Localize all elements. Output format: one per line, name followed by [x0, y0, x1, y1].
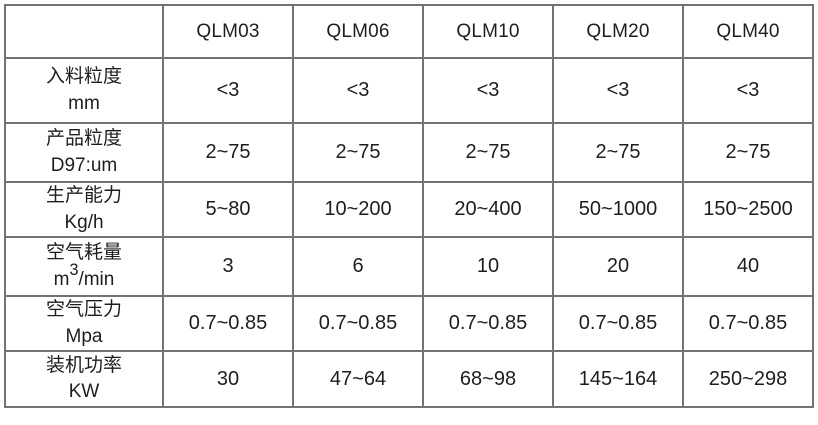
value-production-capacity-qlm03: 5~80: [162, 180, 294, 239]
unit-superscript: 3: [69, 260, 79, 279]
value-installed-power-qlm03: 30: [162, 350, 294, 409]
value-production-capacity-qlm10: 20~400: [422, 180, 554, 239]
value-product-particle-size-qlm06: 2~75: [292, 122, 424, 183]
spec-table-body: 入料粒度 mm <3 <3 <3 <3 <3 产品粒度 D97:um 2~75 2~75 2~75 2~…: [4, 57, 814, 409]
value-feed-particle-size-qlm20: <3: [552, 57, 684, 124]
row-label-unit: Kg/h: [64, 211, 104, 233]
value-production-capacity-qlm40: 150~2500: [682, 180, 814, 239]
value-installed-power-qlm40: 250~298: [682, 350, 814, 409]
row-label-unit: D97:um: [50, 154, 118, 176]
row-label-text: 空气压力: [45, 299, 122, 321]
value-air-pressure-qlm06: 0.7~0.85: [292, 295, 424, 353]
value-air-pressure-qlm20: 0.7~0.85: [552, 295, 684, 353]
row-label-air-pressure: 空气压力 Mpa: [4, 295, 164, 353]
value-feed-particle-size-qlm10: <3: [422, 57, 554, 124]
row-label-text: 产品粒度: [45, 127, 122, 149]
value-feed-particle-size-qlm40: <3: [682, 57, 814, 124]
column-header-qlm10: QLM10: [422, 4, 554, 59]
column-header-qlm03: QLM03: [162, 4, 294, 59]
value-production-capacity-qlm20: 50~1000: [552, 180, 684, 239]
value-air-consumption-qlm40: 40: [682, 236, 814, 298]
column-header-qlm20: QLM20: [552, 4, 684, 59]
spec-table-header: QLM03 QLM06 QLM10 QLM20 QLM40: [4, 4, 814, 59]
row-label-text: 空气耗量: [45, 242, 122, 264]
spec-row-production-capacity: 生产能力 Kg/h 5~80 10~200 20~400 50~1000 150~2500: [4, 180, 814, 239]
value-product-particle-size-qlm20: 2~75: [552, 122, 684, 183]
row-label-unit: m3/min: [53, 260, 115, 290]
column-header-qlm06: QLM06: [292, 4, 424, 59]
row-label-unit: Mpa: [65, 325, 103, 347]
value-air-pressure-qlm10: 0.7~0.85: [422, 295, 554, 353]
value-feed-particle-size-qlm03: <3: [162, 57, 294, 124]
row-label-air-consumption: 空气耗量 m3/min: [4, 236, 164, 298]
header-row: QLM03 QLM06 QLM10 QLM20 QLM40: [4, 4, 814, 59]
value-air-consumption-qlm03: 3: [162, 236, 294, 298]
row-label-unit: mm: [68, 92, 100, 114]
row-label-production-capacity: 生产能力 Kg/h: [4, 180, 164, 239]
row-label-text: 入料粒度: [45, 65, 122, 87]
column-header-qlm40: QLM40: [682, 4, 814, 59]
spec-row-installed-power: 装机功率 KW 30 47~64 68~98 145~164 250~298: [4, 350, 814, 409]
value-feed-particle-size-qlm06: <3: [292, 57, 424, 124]
value-air-pressure-qlm40: 0.7~0.85: [682, 295, 814, 353]
corner-header-cell: [4, 4, 164, 59]
spec-row-air-consumption: 空气耗量 m3/min 3 6 10 20 40: [4, 236, 814, 298]
value-air-consumption-qlm20: 20: [552, 236, 684, 298]
value-production-capacity-qlm06: 10~200: [292, 180, 424, 239]
spec-row-air-pressure: 空气压力 Mpa 0.7~0.85 0.7~0.85 0.7~0.85 0.7~0.85 0…: [4, 295, 814, 353]
spec-row-product-particle-size: 产品粒度 D97:um 2~75 2~75 2~75 2~75 2~75: [4, 122, 814, 183]
value-installed-power-qlm10: 68~98: [422, 350, 554, 409]
value-product-particle-size-qlm10: 2~75: [422, 122, 554, 183]
row-label-installed-power: 装机功率 KW: [4, 350, 164, 409]
value-air-consumption-qlm10: 10: [422, 236, 554, 298]
spec-row-feed-particle-size: 入料粒度 mm <3 <3 <3 <3 <3: [4, 57, 814, 124]
qlm-spec-table: QLM03 QLM06 QLM10 QLM20 QLM40 入料粒度 mm <3 <3 <3 <3…: [4, 4, 814, 409]
row-label-product-particle-size: 产品粒度 D97:um: [4, 122, 164, 183]
row-label-text: 生产能力: [45, 185, 122, 206]
value-air-pressure-qlm03: 0.7~0.85: [162, 295, 294, 353]
value-product-particle-size-qlm40: 2~75: [682, 122, 814, 183]
value-air-consumption-qlm06: 6: [292, 236, 424, 298]
row-label-text: 装机功率: [45, 354, 122, 376]
value-product-particle-size-qlm03: 2~75: [162, 122, 294, 183]
row-label-unit: KW: [68, 381, 100, 403]
value-installed-power-qlm06: 47~64: [292, 350, 424, 409]
value-installed-power-qlm20: 145~164: [552, 350, 684, 409]
row-label-feed-particle-size: 入料粒度 mm: [4, 57, 164, 124]
